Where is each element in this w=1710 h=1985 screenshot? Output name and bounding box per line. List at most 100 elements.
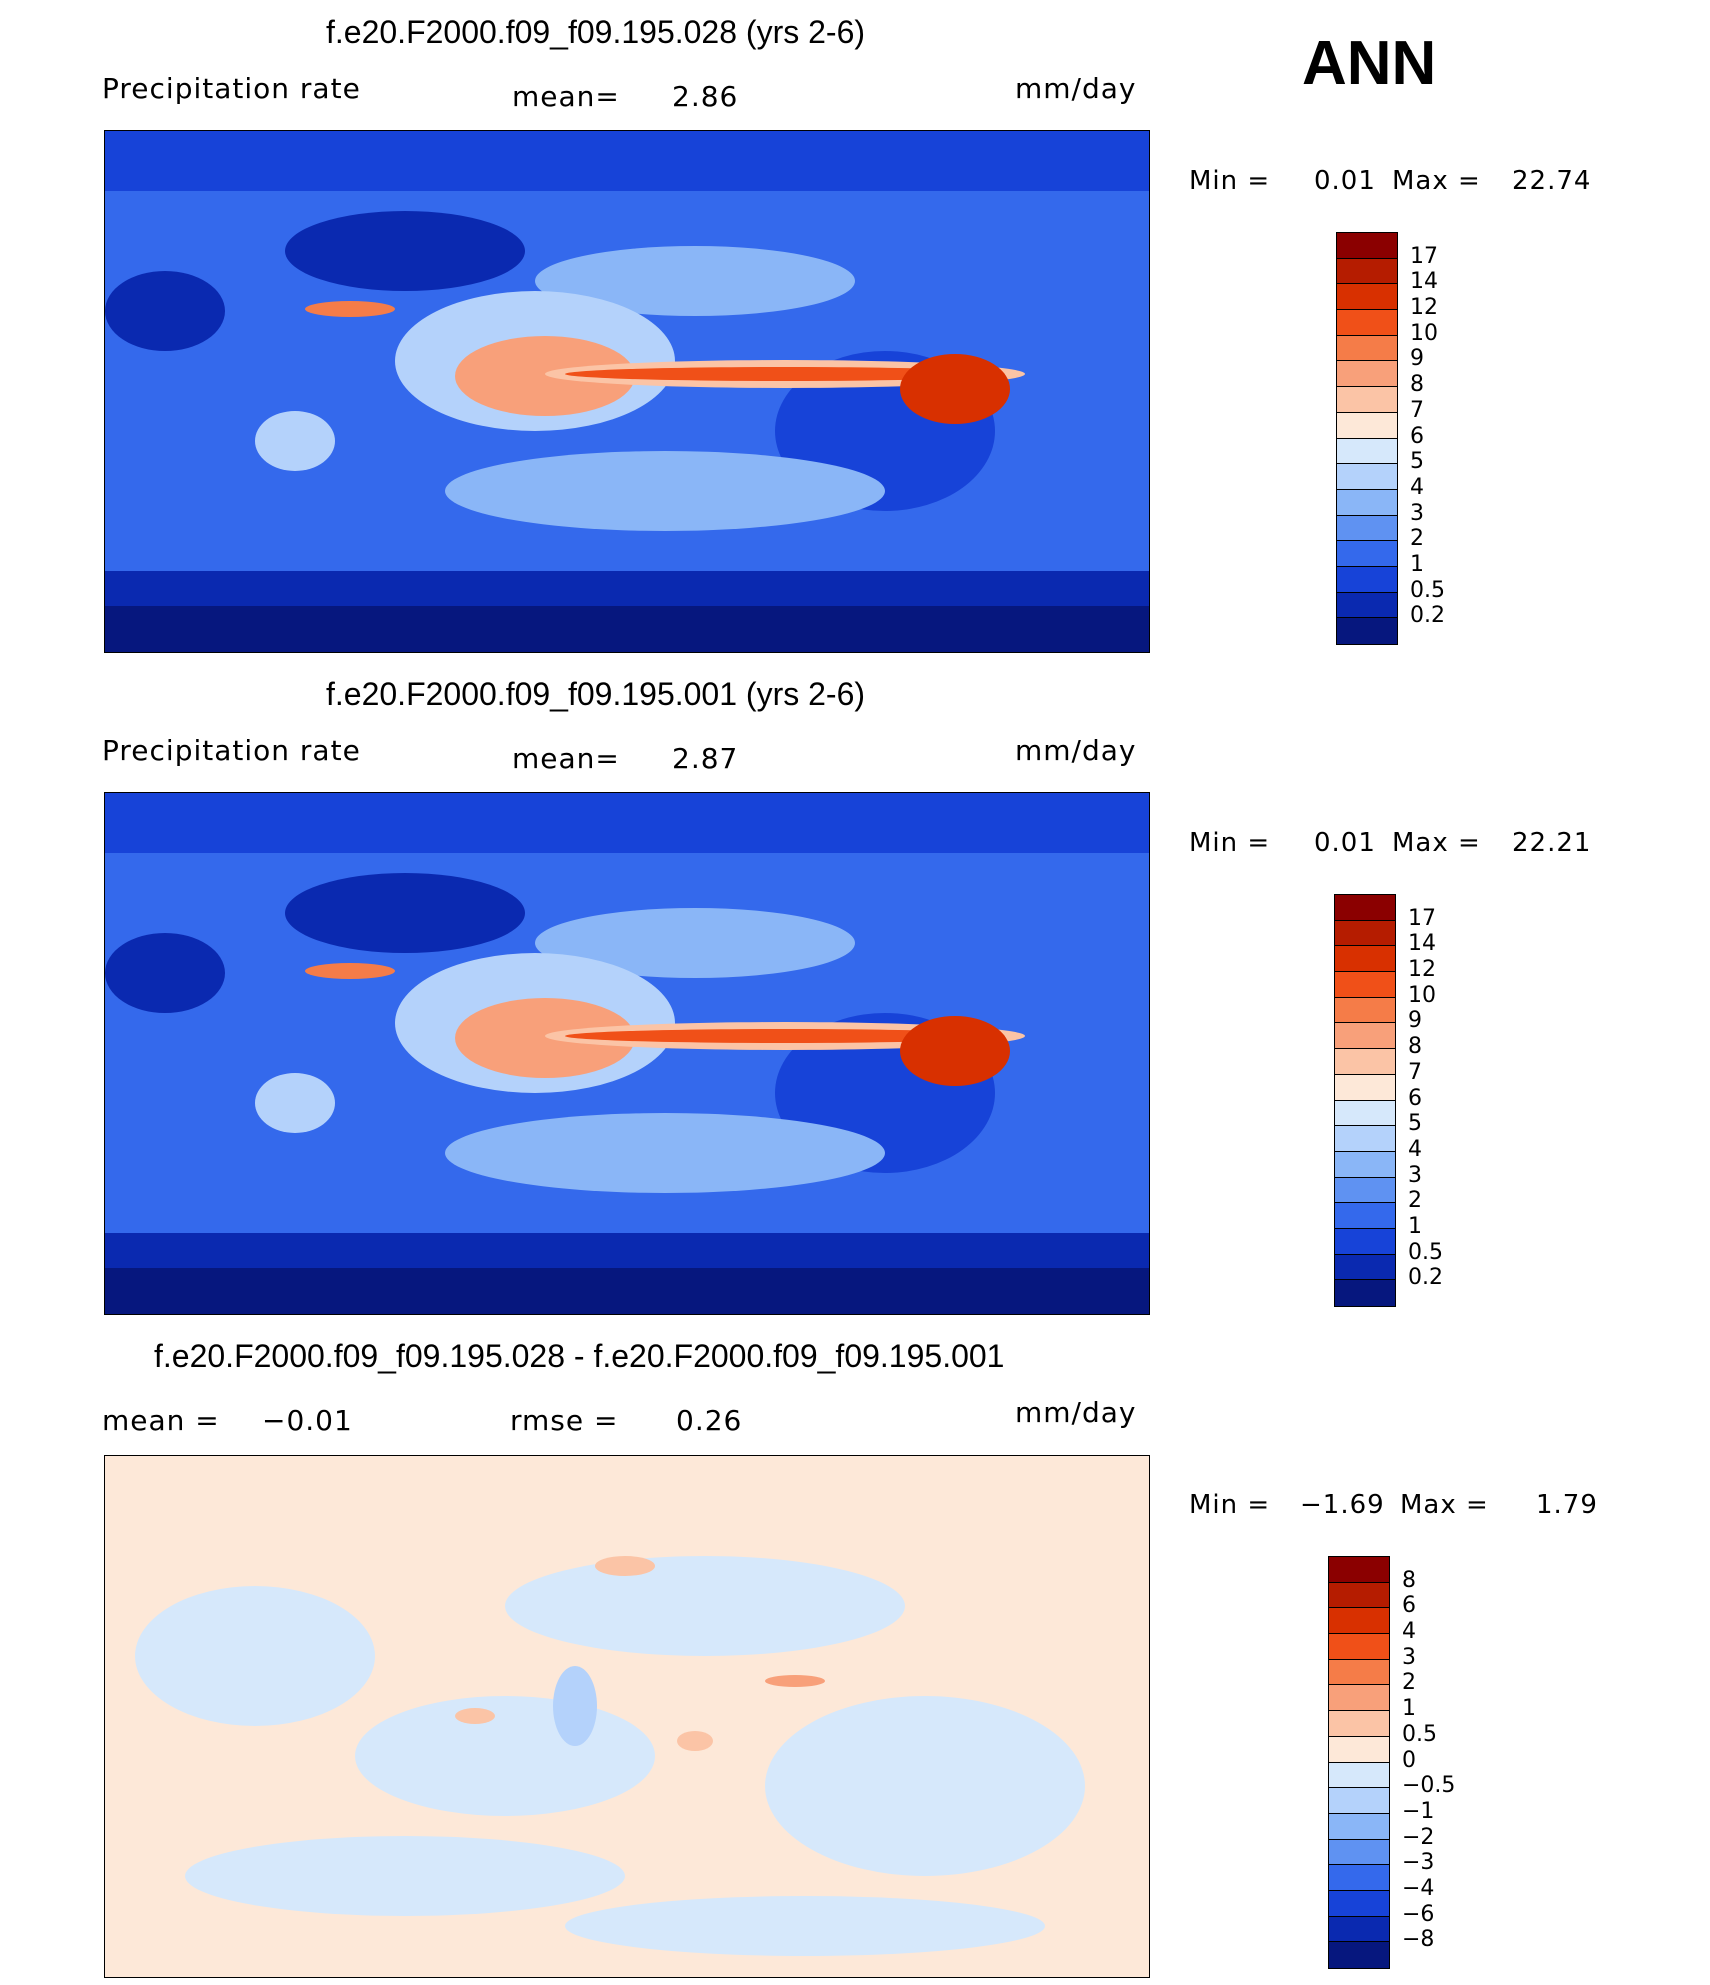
colorbar-swatch — [1337, 541, 1397, 567]
colorbar-tick-label: −8 — [1402, 1927, 1435, 1953]
panel3-title: f.e20.F2000.f09_f09.195.028 - f.e20.F200… — [154, 1338, 1005, 1374]
colorbar-tick-label: 2 — [1410, 526, 1424, 552]
colorbar-tick-label: −1 — [1402, 1798, 1435, 1824]
colorbar-swatch — [1329, 1865, 1389, 1891]
colorbar-tick-label: 3 — [1408, 1162, 1422, 1188]
colorbar-swatch — [1335, 920, 1395, 947]
panel3-max-label: Max = — [1400, 1490, 1489, 1520]
panel2-map-svg — [105, 793, 1149, 1314]
colorbar-swatch — [1337, 335, 1397, 362]
colorbar-tick-label: 9 — [1410, 346, 1424, 372]
colorbar-swatch — [1335, 1049, 1395, 1075]
colorbar-tick-label: 4 — [1408, 1136, 1422, 1162]
panel2-max-label: Max = — [1392, 828, 1481, 858]
colorbar-swatch — [1335, 1100, 1395, 1127]
colorbar-swatch — [1335, 1177, 1395, 1204]
panel2-min-label: Min = — [1189, 828, 1271, 858]
colorbar-swatch — [1337, 284, 1397, 311]
colorbar-tick-label: 12 — [1410, 295, 1438, 321]
panel3-units: mm/day — [1015, 1396, 1137, 1429]
colorbar-swatch — [1335, 1074, 1395, 1101]
colorbar-tick-label: 4 — [1402, 1619, 1416, 1645]
colorbar-swatch — [1337, 515, 1397, 542]
panel2-mean-label: mean= — [512, 742, 620, 775]
colorbar-tick-label: 7 — [1408, 1059, 1422, 1085]
colorbar-swatch — [1335, 1023, 1395, 1050]
panel2-variable-label: Precipitation rate — [102, 734, 361, 767]
colorbar-tick-label: 0.2 — [1410, 603, 1445, 629]
colorbar-swatch — [1335, 946, 1395, 973]
colorbar-tick-label: 1 — [1408, 1213, 1422, 1239]
panel1-mean-label: mean= — [512, 80, 620, 113]
colorbar-tick-label: 8 — [1402, 1567, 1416, 1593]
colorbar-swatch — [1329, 1736, 1389, 1763]
colorbar-tick-label: 2 — [1402, 1670, 1416, 1696]
colorbar-swatch — [1337, 310, 1397, 336]
colorbar-swatch — [1335, 1126, 1395, 1152]
colorbar-tick-label: 10 — [1408, 982, 1436, 1008]
colorbar-tick-label: 14 — [1408, 931, 1436, 957]
panel2-colorbar — [1334, 894, 1396, 1307]
panel1-title: f.e20.F2000.f09_f09.195.028 (yrs 2-6) — [326, 14, 866, 50]
colorbar-swatch — [1335, 1151, 1395, 1178]
colorbar-swatch — [1329, 1634, 1389, 1660]
colorbar-tick-label: 5 — [1410, 449, 1424, 475]
colorbar-tick-label: 2 — [1408, 1188, 1422, 1214]
colorbar-swatch — [1337, 258, 1397, 285]
panel3-mean-value: −0.01 — [262, 1404, 353, 1437]
colorbar-tick-label: 6 — [1408, 1085, 1422, 1111]
colorbar-swatch — [1329, 1762, 1389, 1789]
colorbar-swatch — [1329, 1916, 1389, 1943]
colorbar-swatch — [1335, 997, 1395, 1024]
panel1-variable-label: Precipitation rate — [102, 72, 361, 105]
colorbar-swatch — [1335, 1228, 1395, 1255]
colorbar-swatch — [1337, 233, 1397, 259]
colorbar-swatch — [1329, 1557, 1389, 1583]
panel1-max-label: Max = — [1392, 166, 1481, 196]
panel1-map — [104, 130, 1150, 653]
season-label: ANN — [1302, 29, 1437, 98]
panel1-map-svg — [105, 131, 1149, 652]
panel3-rmse-value: 0.26 — [676, 1404, 743, 1437]
colorbar-swatch — [1335, 1203, 1395, 1229]
colorbar-tick-label: 8 — [1410, 372, 1424, 398]
panel2-min-value: 0.01 — [1314, 828, 1376, 858]
colorbar-tick-label: 0.2 — [1408, 1265, 1443, 1291]
colorbar-swatch — [1329, 1608, 1389, 1635]
colorbar-swatch — [1335, 972, 1395, 998]
panel3-mean-label: mean = — [102, 1404, 220, 1437]
panel1-min-label: Min = — [1189, 166, 1271, 196]
colorbar-swatch — [1329, 1711, 1389, 1737]
colorbar-swatch — [1335, 895, 1395, 921]
colorbar-tick-label: 4 — [1410, 474, 1424, 500]
panel3-min-value: −1.69 — [1300, 1490, 1385, 1520]
colorbar-swatch — [1329, 1890, 1389, 1917]
colorbar-tick-label: −0.5 — [1402, 1773, 1456, 1799]
colorbar-swatch — [1337, 464, 1397, 490]
colorbar-swatch — [1337, 489, 1397, 516]
panel1-mean-value: 2.86 — [672, 80, 739, 113]
colorbar-tick-label: 10 — [1410, 320, 1438, 346]
panel3-min-label: Min = — [1189, 1490, 1271, 1520]
panel2-map — [104, 792, 1150, 1315]
colorbar-tick-label: 9 — [1408, 1008, 1422, 1034]
colorbar-tick-label: 3 — [1410, 500, 1424, 526]
colorbar-swatch — [1329, 1685, 1389, 1712]
colorbar-tick-label: 17 — [1408, 905, 1436, 931]
panel1-min-value: 0.01 — [1314, 166, 1376, 196]
colorbar-tick-label: 12 — [1408, 957, 1436, 983]
colorbar-tick-label: −4 — [1402, 1875, 1435, 1901]
panel2-title: f.e20.F2000.f09_f09.195.001 (yrs 2-6) — [326, 676, 866, 712]
colorbar-swatch — [1329, 1659, 1389, 1686]
colorbar-swatch — [1337, 387, 1397, 413]
colorbar-swatch — [1329, 1942, 1389, 1968]
colorbar-tick-label: 0 — [1402, 1747, 1416, 1773]
panel1-colorbar — [1336, 232, 1398, 645]
colorbar-swatch — [1329, 1788, 1389, 1814]
colorbar-tick-label: 17 — [1410, 243, 1438, 269]
panel2-mean-value: 2.87 — [672, 742, 739, 775]
colorbar-tick-label: 5 — [1408, 1111, 1422, 1137]
colorbar-tick-label: 1 — [1402, 1696, 1416, 1722]
colorbar-tick-label: 0.5 — [1410, 577, 1445, 603]
panel2-max-value: 22.21 — [1512, 828, 1592, 858]
